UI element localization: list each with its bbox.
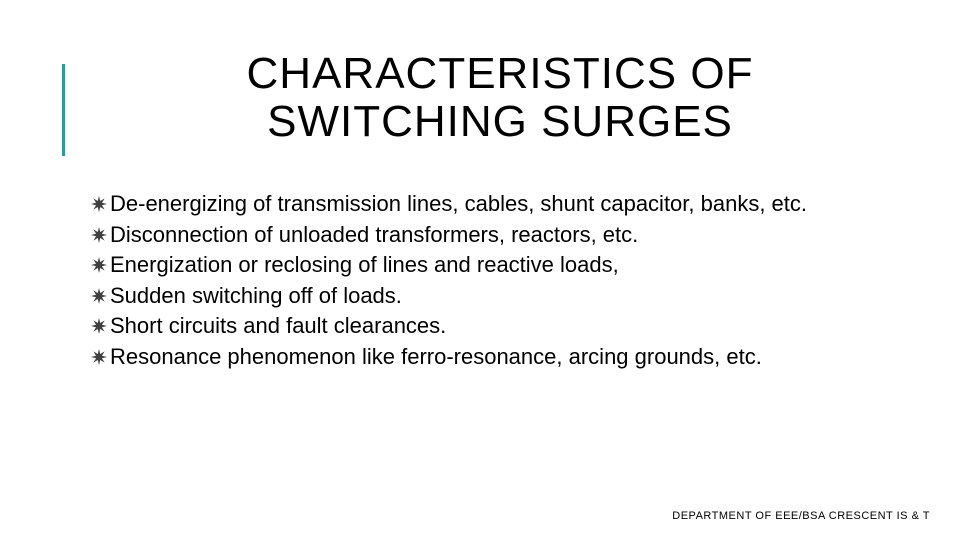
- starburst-icon: [90, 348, 108, 366]
- starburst-icon: [90, 287, 108, 305]
- list-item-text: Resonance phenomenon like ferro-resonanc…: [110, 343, 880, 372]
- footer-text: DEPARTMENT OF EEE/BSA CRESCENT IS & T: [672, 510, 930, 522]
- list-item: Resonance phenomenon like ferro-resonanc…: [90, 343, 880, 372]
- list-item: Sudden switching off of loads.: [90, 282, 880, 311]
- starburst-icon: [90, 317, 108, 335]
- list-item-text: Energization or reclosing of lines and r…: [110, 251, 619, 280]
- list-item-text: Sudden switching off of loads.: [110, 282, 402, 311]
- list-item-text: Short circuits and fault clearances.: [110, 312, 446, 341]
- list-item: De-energizing of transmission lines, cab…: [90, 190, 880, 219]
- starburst-icon: [90, 256, 108, 274]
- list-item-text: Disconnection of unloaded transformers, …: [110, 221, 638, 250]
- slide-title: CHARACTERISTICS OF SWITCHING SURGES: [120, 50, 880, 147]
- slide: CHARACTERISTICS OF SWITCHING SURGES De-e…: [0, 0, 960, 540]
- list-item: Energization or reclosing of lines and r…: [90, 251, 880, 280]
- title-container: CHARACTERISTICS OF SWITCHING SURGES: [120, 50, 880, 147]
- list-item-text: De-energizing of transmission lines, cab…: [110, 190, 880, 219]
- starburst-icon: [90, 195, 108, 213]
- bullet-list: De-energizing of transmission lines, cab…: [90, 190, 880, 374]
- accent-line: [62, 64, 65, 156]
- list-item: Short circuits and fault clearances.: [90, 312, 880, 341]
- list-item: Disconnection of unloaded transformers, …: [90, 221, 880, 250]
- starburst-icon: [90, 226, 108, 244]
